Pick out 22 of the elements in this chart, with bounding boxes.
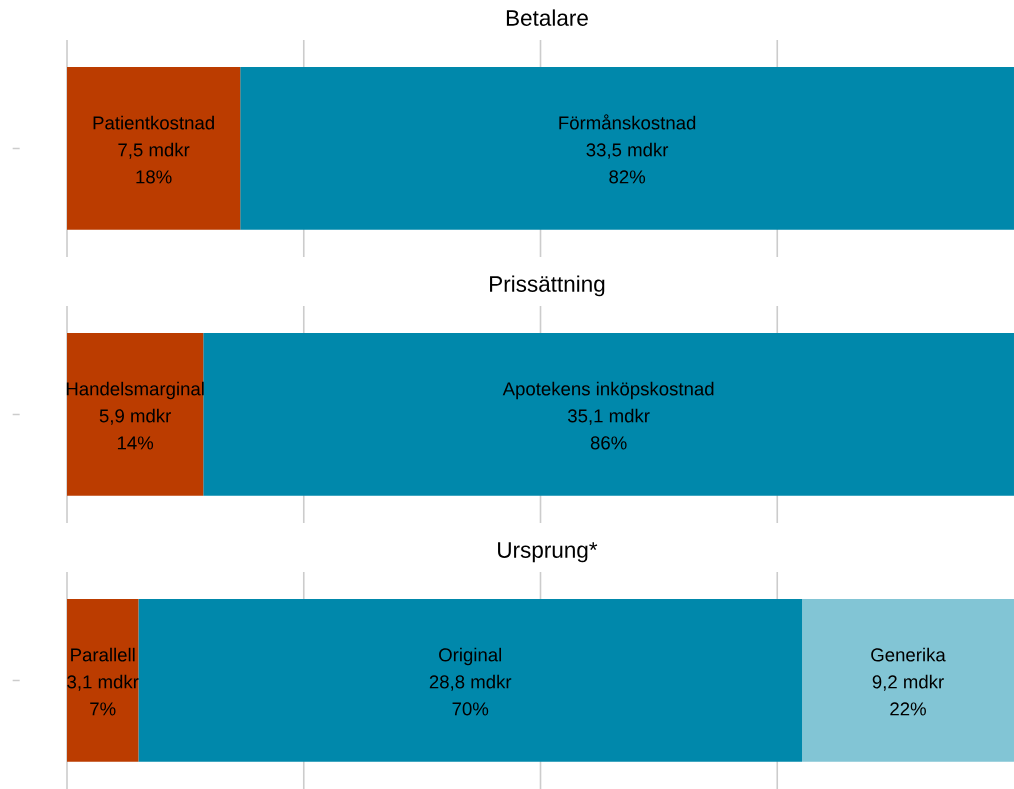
chart-title: Betalare [506, 9, 588, 26]
annotation: 70% [452, 702, 489, 716]
chart-title: Ursprung* [498, 542, 598, 563]
data-label: 28,8 mdkr [429, 674, 512, 691]
series-label: Original [439, 647, 502, 666]
data-label: 7,5 mdkr [118, 142, 190, 159]
annotation: 82% [609, 170, 646, 184]
annotation: 18% [136, 170, 172, 184]
chart-title: Prissättning [490, 275, 605, 297]
series-label: Apotekens inköpskostnad [502, 381, 714, 400]
data-label: 5,9 mdkr [99, 408, 171, 425]
series-label: Generika [871, 647, 946, 662]
data-label: 33,5 mdkr [586, 142, 669, 159]
series-label: Förmånskostnad [559, 114, 696, 130]
annotation: 14% [117, 436, 154, 450]
series-label: Parallell [71, 647, 135, 662]
series-label: Patientkostnad [93, 115, 214, 130]
annotation: 86% [590, 436, 627, 450]
data-label: 9,2 mdkr [872, 674, 944, 691]
annotation: 7% [90, 702, 116, 716]
annotation: 22% [890, 702, 926, 716]
data-label: 35,1 mdkr [568, 408, 650, 425]
